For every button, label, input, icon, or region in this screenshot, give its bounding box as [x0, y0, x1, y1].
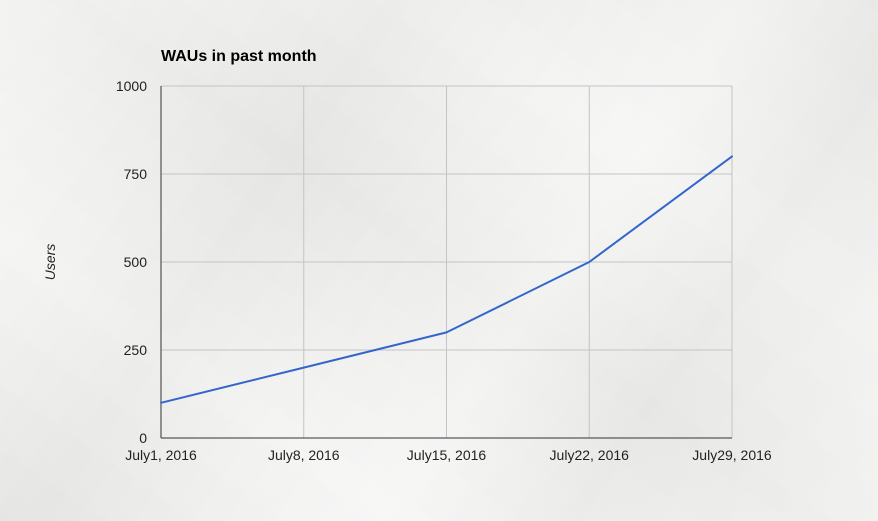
y-axis-label: Users	[42, 244, 58, 281]
y-tick-label: 1000	[116, 78, 147, 94]
y-tick-labels: 0 250 500 750 1000	[116, 78, 147, 446]
x-tick-label: July29, 2016	[692, 447, 772, 463]
axes	[160, 86, 732, 439]
x-tick-label: July22, 2016	[550, 447, 630, 463]
x-tick-label: July15, 2016	[407, 447, 487, 463]
series	[160, 155, 733, 404]
y-tick-label: 500	[124, 254, 148, 270]
x-tick-label: July8, 2016	[268, 447, 340, 463]
y-tick-label: 250	[124, 342, 148, 358]
x-tick-label: July1, 2016	[125, 447, 197, 463]
x-tick-labels: July1, 2016 July8, 2016 July15, 2016 July22…	[125, 447, 772, 463]
chart-title: WAUs in past month	[161, 48, 317, 65]
grid	[161, 85, 733, 438]
y-tick-label: 0	[139, 430, 147, 446]
y-tick-label: 750	[124, 166, 148, 182]
